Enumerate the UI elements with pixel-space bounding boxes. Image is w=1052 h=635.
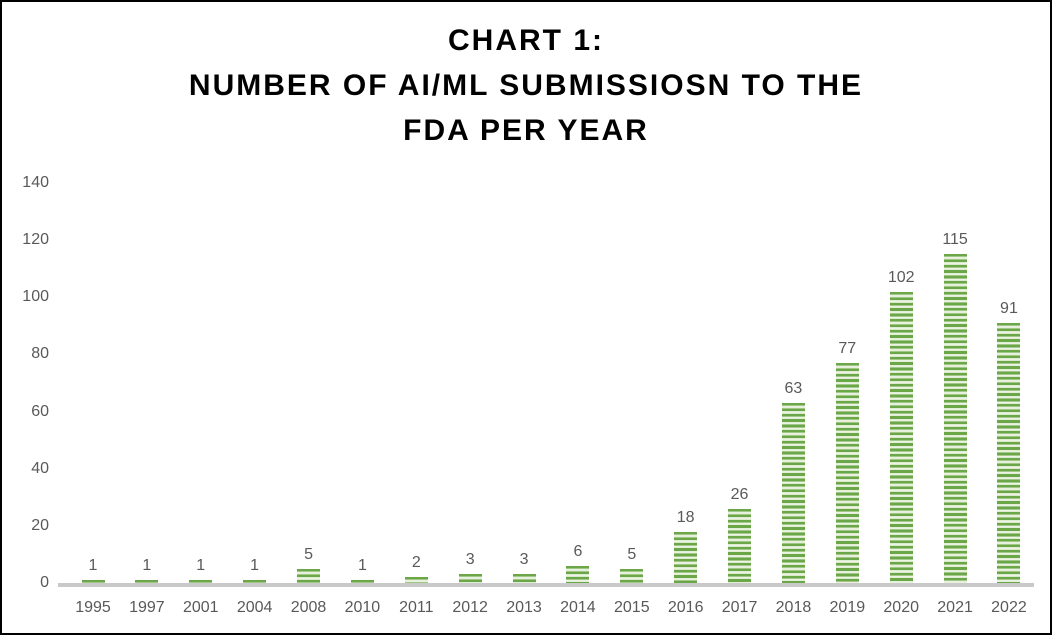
x-tick-label: 2016 xyxy=(667,599,704,616)
x-tick-label: 2017 xyxy=(721,599,758,616)
y-tick-label: 100 xyxy=(22,288,49,306)
y-tick-label: 140 xyxy=(22,174,49,191)
bar xyxy=(943,254,967,583)
chart-title-line-3: FDA PER YEAR xyxy=(403,114,649,147)
bar-value-label: 2 xyxy=(411,554,421,572)
x-tick-label: 2020 xyxy=(883,599,919,616)
bar-value-label: 3 xyxy=(519,551,529,569)
bar xyxy=(404,577,428,583)
bar xyxy=(781,403,805,583)
chart-title: CHART 1: NUMBER OF AI/ML SUBMISSIOSN TO … xyxy=(2,18,1050,153)
x-tick-label: 2001 xyxy=(182,599,219,616)
bar-value-label: 3 xyxy=(465,551,475,569)
bar-value-label: 115 xyxy=(942,231,968,249)
bar xyxy=(728,508,752,583)
bar xyxy=(512,574,536,583)
bar xyxy=(620,568,644,583)
x-tick-label: 2013 xyxy=(506,599,542,616)
bar xyxy=(297,568,321,583)
x-tick-label: 2012 xyxy=(452,599,488,616)
x-tick-label: 2010 xyxy=(344,599,381,616)
bar xyxy=(674,531,698,583)
bar-value-label: 6 xyxy=(573,542,583,560)
bar xyxy=(566,565,590,583)
bar xyxy=(350,580,374,583)
x-tick-label: 2014 xyxy=(560,599,596,616)
y-tick-label: 20 xyxy=(31,516,49,534)
bar-value-label: 26 xyxy=(730,485,749,503)
y-tick-label: 80 xyxy=(31,345,49,363)
bar xyxy=(243,580,267,583)
chart-title-line-1: CHART 1: xyxy=(448,24,604,57)
x-tick-label: 2008 xyxy=(290,599,327,616)
bar xyxy=(81,580,105,583)
y-tick-label: 60 xyxy=(31,402,49,420)
x-tick-label: 1997 xyxy=(129,599,165,616)
x-tick-label: 1995 xyxy=(75,599,111,616)
bar xyxy=(835,363,859,583)
chart-title-line-2: NUMBER OF AI/ML SUBMISSIOSN TO THE xyxy=(188,69,864,102)
bar-value-label: 5 xyxy=(304,545,313,563)
bar-value-label: 1 xyxy=(88,557,98,575)
x-tick-label: 2015 xyxy=(614,599,650,616)
bar xyxy=(997,323,1021,583)
x-tick-label: 2004 xyxy=(236,599,273,616)
bar-value-label: 5 xyxy=(627,545,637,563)
bar-value-label: 91 xyxy=(1000,300,1018,317)
bar-value-label: 1 xyxy=(142,557,152,575)
x-tick-label: 2019 xyxy=(829,599,866,616)
x-tick-label: 2018 xyxy=(775,599,812,616)
bar xyxy=(458,574,482,583)
bar-value-label: 18 xyxy=(676,508,695,526)
plot-area: 1 1 1 1 5 1 2 3 3 6 5 18 26 63 77 102 115 91 xyxy=(60,183,1034,583)
y-tick-label: 0 xyxy=(40,574,49,591)
x-tick-label: 2021 xyxy=(937,599,973,616)
y-tick-label: 40 xyxy=(31,459,49,477)
bar-value-label: 1 xyxy=(250,557,260,575)
bar-value-label: 1 xyxy=(357,557,367,575)
x-axis-line xyxy=(58,583,1034,587)
bar-value-label: 63 xyxy=(784,380,803,397)
x-tick-label: 2011 xyxy=(399,599,434,616)
bar-value-label: 77 xyxy=(838,340,857,357)
bar xyxy=(189,580,213,583)
y-tick-label: 120 xyxy=(22,231,49,249)
bar xyxy=(889,291,913,583)
bar-value-label: 102 xyxy=(887,268,915,286)
x-tick-label: 2022 xyxy=(991,599,1027,616)
bar-value-label: 1 xyxy=(196,557,206,575)
bar xyxy=(135,580,159,583)
